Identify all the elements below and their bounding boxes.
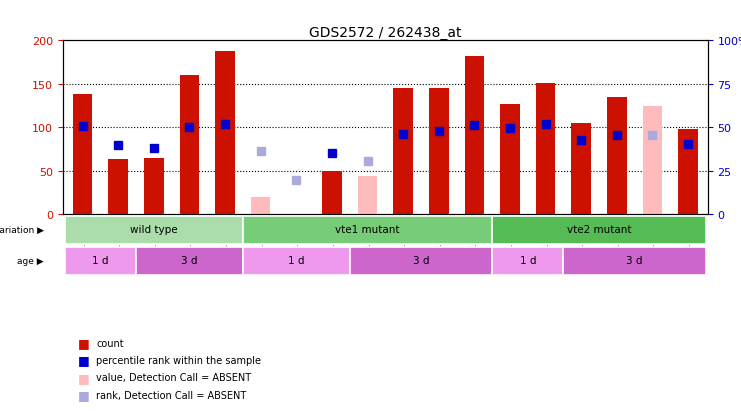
Text: 1 d: 1 d — [92, 256, 109, 266]
Text: age ▶: age ▶ — [17, 256, 44, 265]
Bar — [492, 247, 563, 275]
Bar — [465, 57, 484, 215]
Text: wild type: wild type — [130, 225, 178, 235]
Bar — [64, 216, 243, 244]
Bar — [64, 247, 136, 275]
Bar — [678, 130, 698, 215]
Title: GDS2572 / 262438_at: GDS2572 / 262438_at — [309, 26, 462, 40]
Bar — [73, 95, 93, 215]
Bar — [322, 171, 342, 215]
Bar — [571, 124, 591, 215]
Bar — [179, 76, 199, 215]
Text: 3 d: 3 d — [413, 256, 429, 266]
Bar — [429, 89, 448, 215]
Bar — [500, 104, 519, 215]
Text: 1 d: 1 d — [288, 256, 305, 266]
Bar — [642, 107, 662, 215]
Text: genotype/variation ▶: genotype/variation ▶ — [0, 225, 44, 234]
Text: vte2 mutant: vte2 mutant — [567, 225, 631, 235]
Text: count: count — [96, 338, 124, 348]
Text: ■: ■ — [78, 388, 90, 401]
Text: percentile rank within the sample: percentile rank within the sample — [96, 355, 262, 365]
Bar — [492, 216, 706, 244]
Bar — [358, 177, 377, 215]
Text: ■: ■ — [78, 336, 90, 349]
Text: value, Detection Call = ABSENT: value, Detection Call = ABSENT — [96, 373, 251, 382]
Text: 3 d: 3 d — [182, 256, 198, 266]
Bar — [251, 197, 270, 215]
Bar — [350, 247, 492, 275]
Bar — [215, 52, 235, 215]
Bar — [243, 216, 492, 244]
Bar — [136, 247, 243, 275]
Text: 1 d: 1 d — [519, 256, 536, 266]
Bar — [393, 89, 413, 215]
Bar — [607, 98, 627, 215]
Text: ■: ■ — [78, 354, 90, 367]
Text: ■: ■ — [78, 371, 90, 384]
Text: 3 d: 3 d — [626, 256, 643, 266]
Bar — [108, 159, 128, 215]
Text: rank, Detection Call = ABSENT: rank, Detection Call = ABSENT — [96, 390, 247, 400]
Bar — [563, 247, 706, 275]
Bar — [243, 247, 350, 275]
Bar — [536, 84, 556, 215]
Text: vte1 mutant: vte1 mutant — [335, 225, 399, 235]
Bar — [144, 158, 164, 215]
